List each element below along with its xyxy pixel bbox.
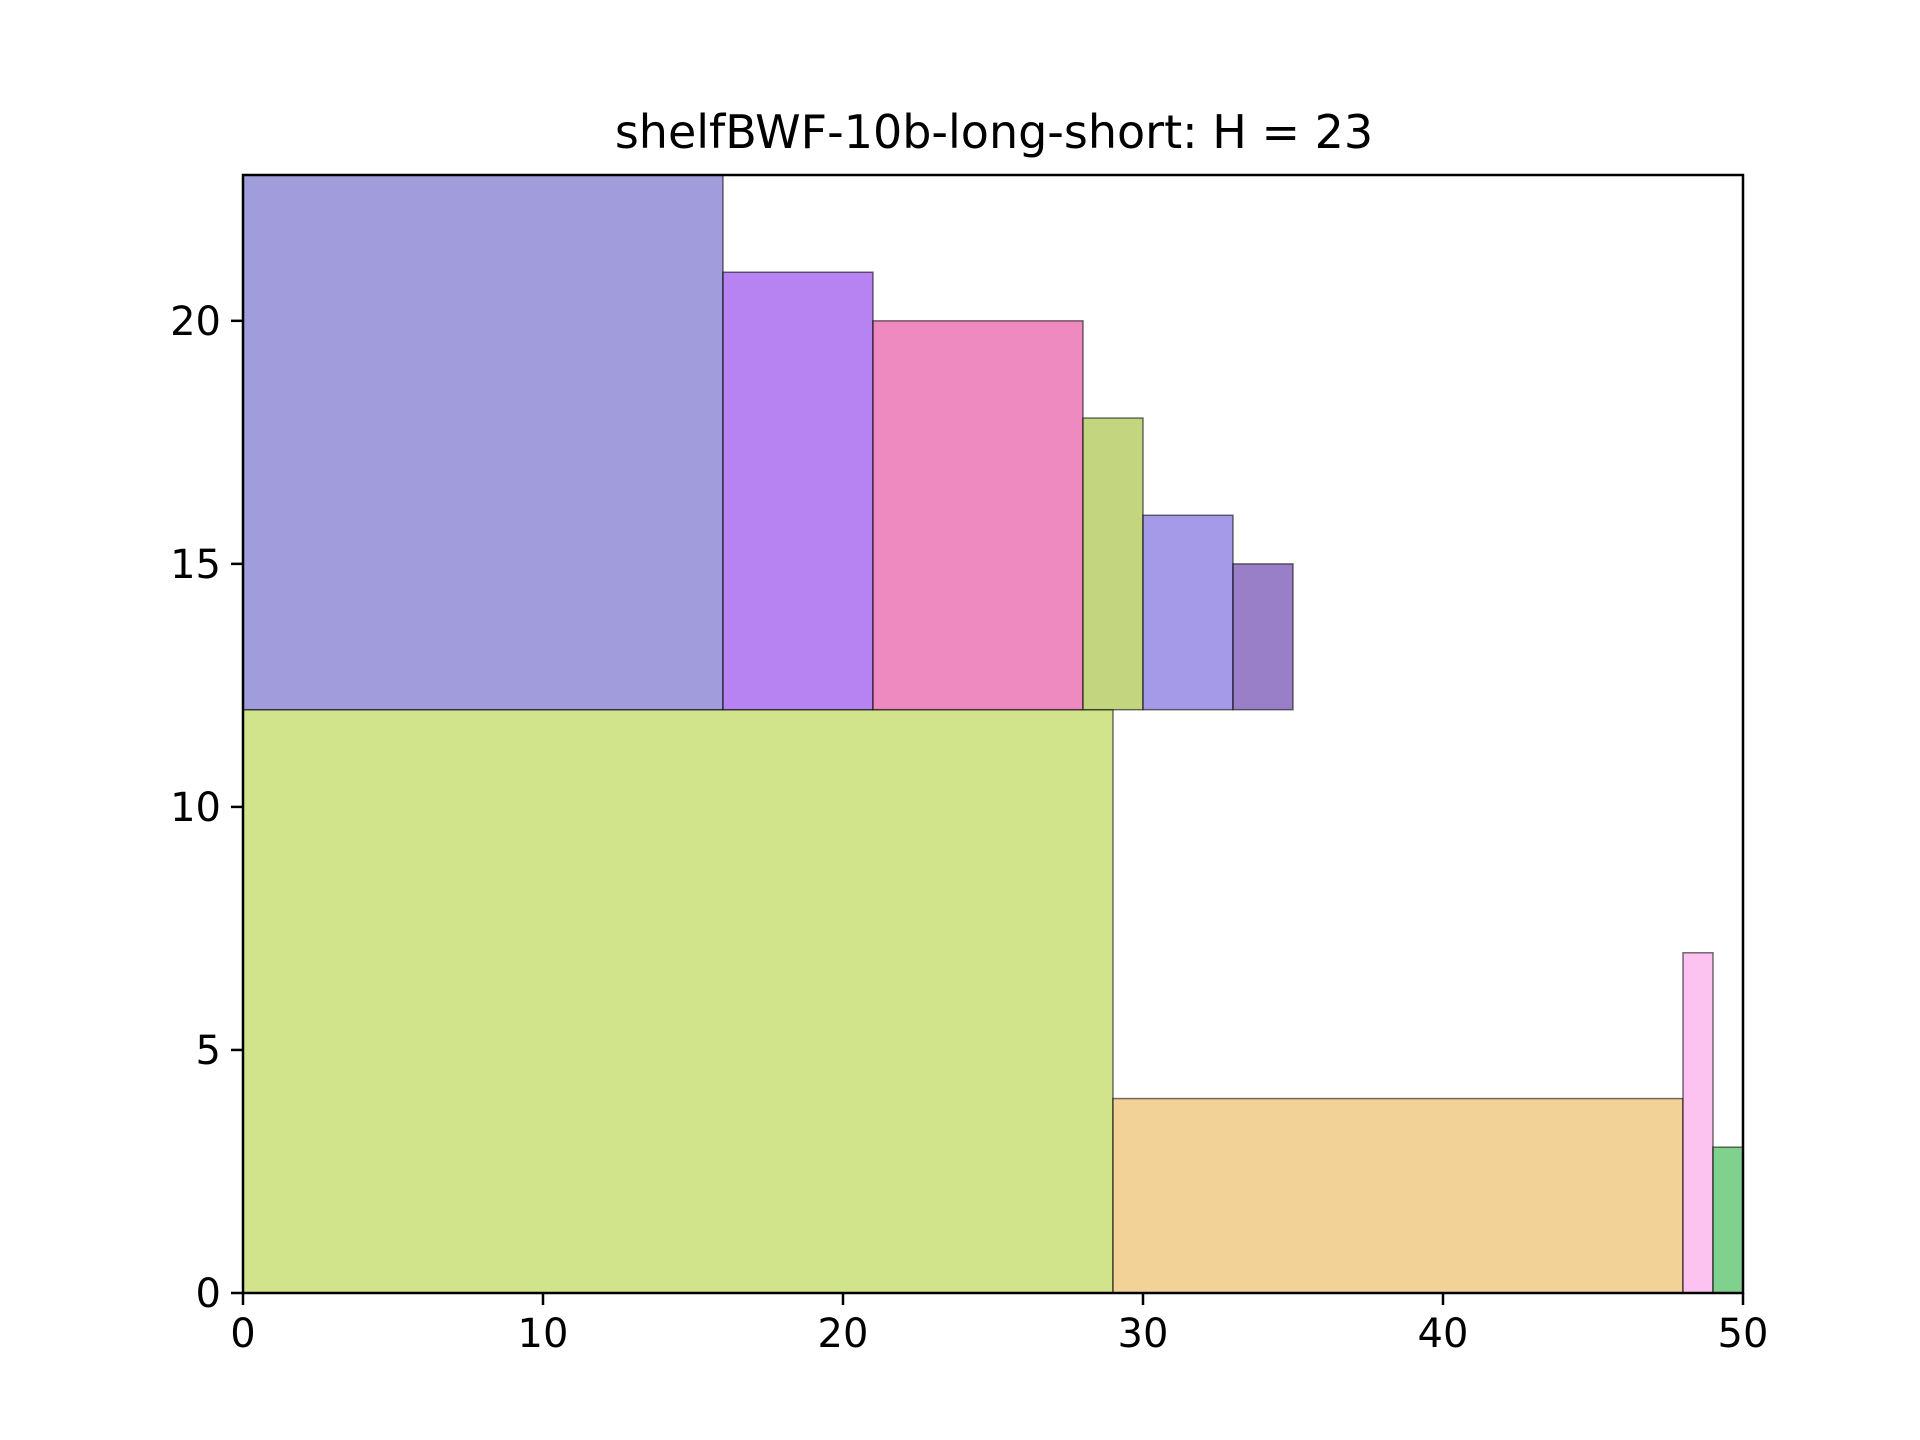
packed-rectangle-9 [1142, 514, 1234, 711]
axes: 0 10 20 30 40 50 0 5 10 15 20 [170, 299, 1768, 1357]
x-tick-label: 20 [818, 1311, 869, 1357]
x-tick-label: 0 [230, 1311, 255, 1357]
x-tick-label: 10 [518, 1311, 569, 1357]
packed-rectangle-8 [1082, 417, 1144, 711]
packed-rectangle-6 [722, 271, 874, 711]
y-tick-label: 15 [170, 542, 221, 588]
packed-rectangle-2 [1112, 1097, 1684, 1294]
packed-rectangle-7 [872, 320, 1084, 711]
packed-rectangle-10 [1232, 563, 1294, 711]
y-tick-label: 10 [170, 785, 221, 831]
x-tick-label: 50 [1718, 1311, 1769, 1357]
packed-rectangle-3 [1682, 951, 1714, 1294]
y-tick-label: 5 [196, 1028, 221, 1074]
packed-rectangle-4 [1712, 1146, 1744, 1294]
chart-title: shelfBWF-10b-long-short: H = 23 [615, 105, 1373, 159]
y-tick-label: 0 [196, 1271, 221, 1317]
packed-rectangle-1 [242, 708, 1114, 1294]
x-tick-label: 40 [1418, 1311, 1469, 1357]
packed-rectangle-5 [242, 174, 724, 711]
plot-area [242, 174, 1744, 1294]
y-tick-label: 20 [170, 299, 221, 345]
plot-frame [241, 173, 1745, 1295]
x-tick-label: 30 [1118, 1311, 1169, 1357]
